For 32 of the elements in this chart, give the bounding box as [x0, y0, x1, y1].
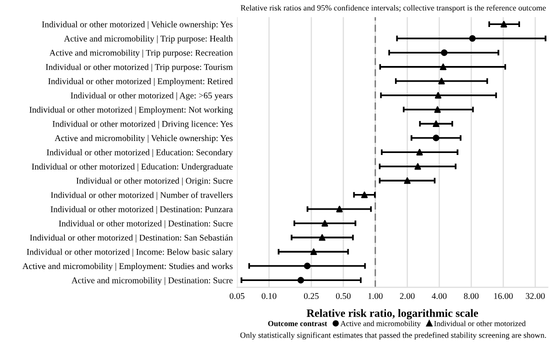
- y-tick-label: Individual or other motorized | Trip purpose: Tourism: [46, 64, 233, 72]
- y-tick-label: Individual or other motorized | Employment: Retired: [48, 78, 233, 86]
- x-axis-title: Relative risk ratio, logarithmic scale: [306, 309, 478, 320]
- y-tick-label: Individual or other motorized | Number of travellers: [50, 192, 233, 200]
- y-tick-label: Active and micromobility | Trip purpose: Recreation: [49, 50, 233, 58]
- y-tick-label: Active and micromobility | Vehicle ownership: Yes: [54, 134, 233, 143]
- x-tick-label: 0.25: [304, 293, 319, 300]
- x-tick-label: 0.05: [230, 293, 244, 300]
- y-tick-label: Individual or other motorized | Employment: Not working: [30, 106, 233, 114]
- y-tick-label: Individual or other motorized | Income: Below basic salary: [26, 248, 233, 257]
- x-tick-label: 32.00: [526, 293, 545, 300]
- y-tick-label: Individual or other motorized | Destination: Punzara: [50, 206, 233, 214]
- text: Only statistically significant estimates that passed the predefined stability screening are shown.: [240, 332, 546, 340]
- y-tick-label: Individual or other motorized | Education: Undergraduate: [32, 163, 233, 172]
- y-tick-label: Active and micromobility | Destination: Sucre: [72, 277, 233, 286]
- y-tick-label: Individual or other motorized | Education: Secondary: [46, 149, 233, 158]
- y-tick-label: Individual or other motorized | Origin: Sucre: [76, 178, 233, 186]
- y-tick-label: Active and micromobility | Trip purpose: Health: [64, 35, 233, 44]
- y-tick-label: Individual or other motorized | Age: >65 years: [70, 92, 233, 100]
- y-tick-label: Individual or other motorized | Driving licence: Yes: [52, 120, 233, 129]
- y-tick-label: Individual or other motorized | Vehicle ownership: Yes: [42, 21, 233, 30]
- x-tick-label: 4.00: [432, 293, 447, 300]
- chart-title: Relative risk ratios and 95% confidence intervals; collective transport is the reference outcome: [240, 4, 546, 12]
- y-tick-label: Individual or other motorized | Destination: San Sebastián: [30, 234, 233, 242]
- x-tick-label: 0.10: [262, 293, 276, 300]
- x-tick-label: 16.00: [494, 293, 513, 300]
- x-tick-label: 1.00: [368, 293, 383, 300]
- x-tick-label: 8.00: [464, 293, 479, 300]
- y-tick-label: Individual or other motorized | Destination: Sucre: [58, 220, 233, 228]
- x-tick-label: 0.50: [336, 293, 351, 300]
- y-tick-label: Active and micromobility | Employment: Studies and works: [22, 262, 233, 271]
- x-tick-label: 2.00: [400, 293, 415, 300]
